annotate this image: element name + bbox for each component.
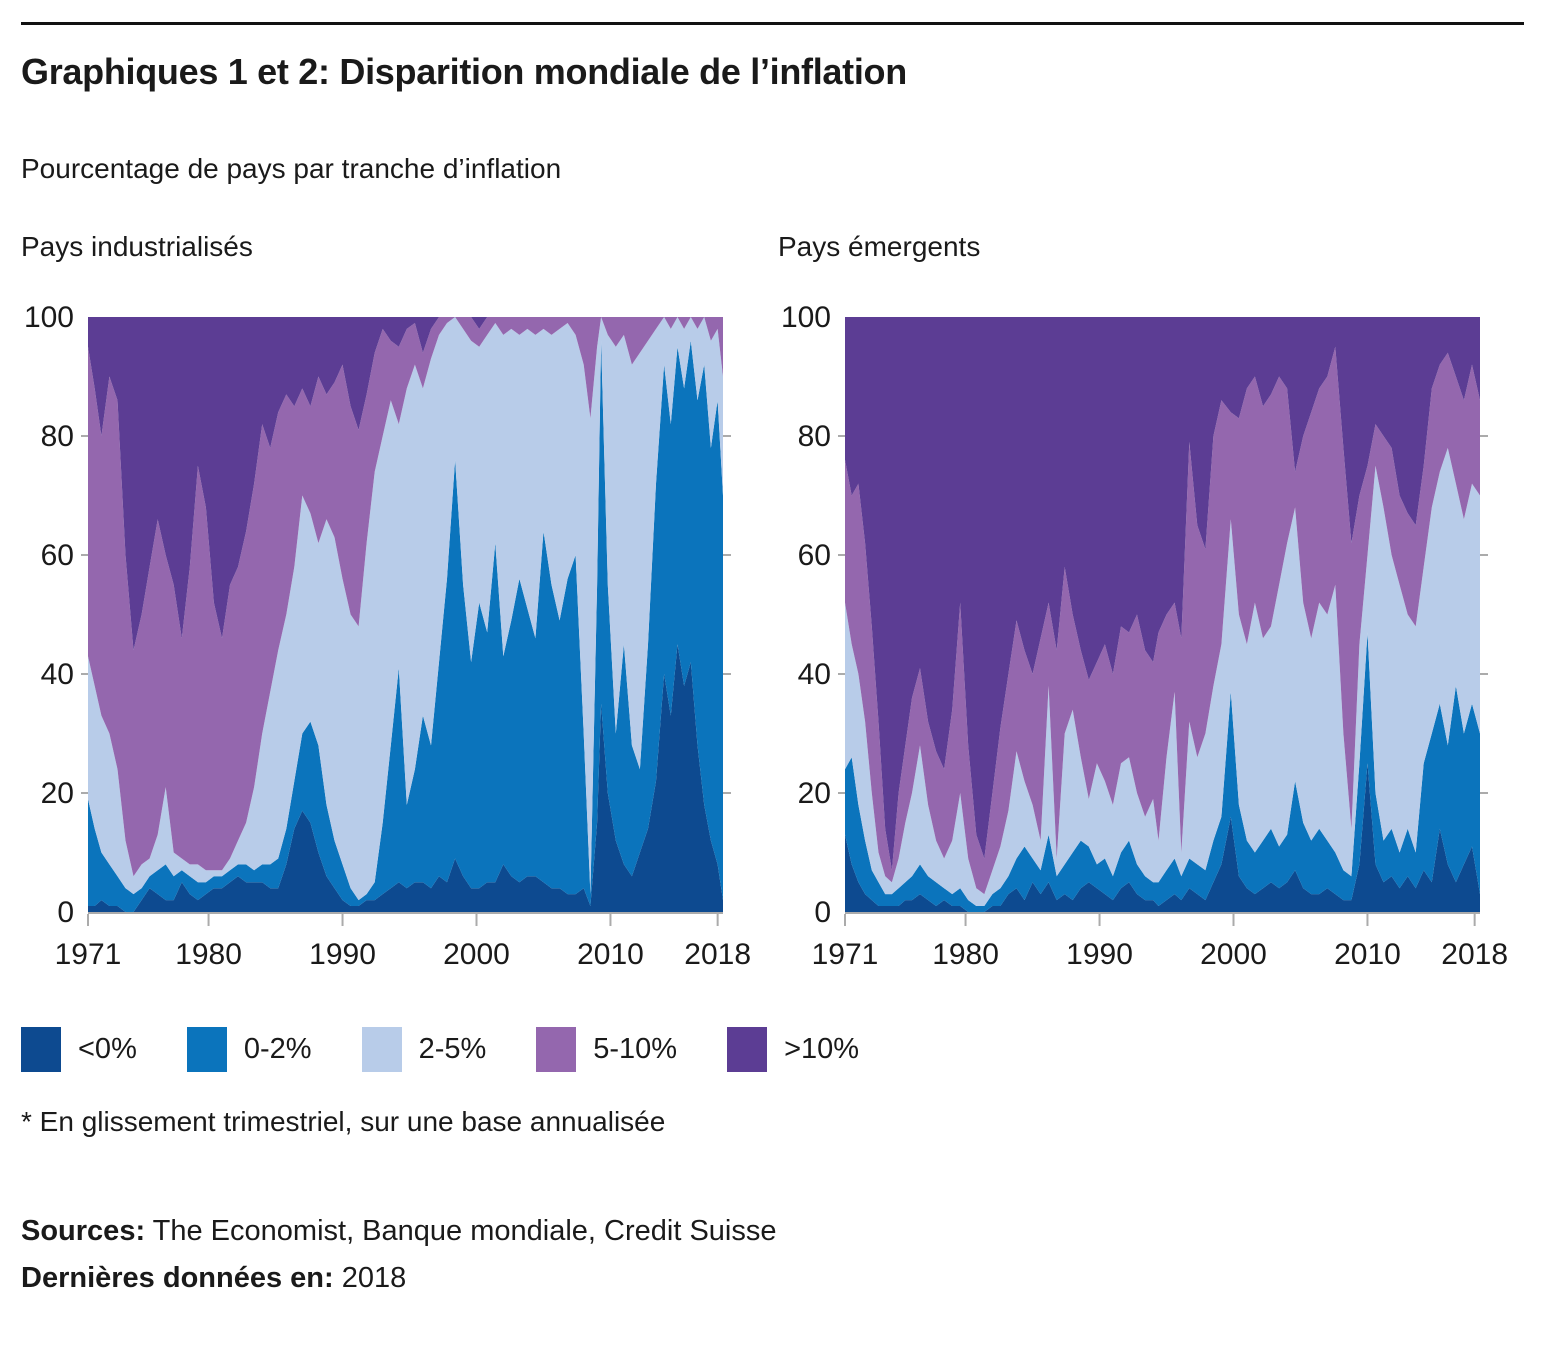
sources-value: The Economist, Banque mondiale, Credit S…: [152, 1215, 777, 1247]
chart-emerging-title: Pays émergents: [778, 231, 981, 262]
x-tick-label: 2000: [443, 938, 510, 971]
x-tick-label: 2010: [577, 938, 644, 971]
chart-emerging: Pays émergents 1971 1980 1990 2000 2010 2018 0…: [778, 231, 1508, 977]
y-tick-label: 80: [41, 420, 74, 453]
legend-item: 0-2%: [186, 1027, 312, 1072]
x-tick-label: 1990: [309, 938, 376, 971]
area-band-5-10pct: [845, 346, 1480, 895]
area-band-0-2pct: [88, 340, 723, 912]
y-tick-label: 40: [41, 658, 74, 691]
last-data-label: Dernières données en:: [21, 1261, 334, 1294]
last-data-line: Dernières données en: 2018: [21, 1255, 1524, 1302]
x-tick-label: 2000: [1200, 938, 1267, 971]
legend-item: >10%: [727, 1027, 859, 1072]
area-band-gt-10pct: [88, 317, 723, 651]
y-tick-label: 20: [798, 777, 831, 810]
footnote: * En glissement trimestriel, sur une bas…: [21, 1106, 666, 1137]
area-band-lt-0pct: [845, 763, 1480, 912]
area-band-gt-10pct: [845, 317, 1480, 871]
sources-label: Sources:: [21, 1215, 146, 1247]
figure-title: Graphiques 1 et 2: Disparition mondiale …: [21, 51, 907, 92]
chart-svg: 1971 1980 1990 2000 2010 2018 0 20 40 60 80 100: [781, 301, 1508, 971]
x-tick-label: 1980: [175, 938, 242, 971]
y-tick-label: 80: [798, 420, 831, 453]
legend-swatch-5-10-icon: [536, 1027, 577, 1072]
chart-industrialized: Pays industrialisés 1971 1980 1990 2000 2010…: [21, 231, 751, 977]
legend-swatch-lt0-icon: [21, 1027, 61, 1072]
y-tick-label: 100: [24, 301, 74, 334]
y-tick-label: 40: [798, 658, 831, 691]
y-tick-label: 20: [41, 777, 74, 810]
y-tick-label: 0: [814, 896, 831, 929]
legend-swatch-2-5-icon: [361, 1027, 402, 1072]
chart-industrialized-title: Pays industrialisés: [21, 231, 253, 262]
chart-industrialized-plot: 1971 1980 1990 2000 2010 2018 0 20 40 60 80 100: [21, 301, 751, 977]
y-tick-label: 60: [41, 539, 74, 572]
area-band-lt-0pct: [88, 644, 723, 912]
legend-swatch-0-2-icon: [186, 1027, 227, 1072]
y-tick-label: 60: [798, 539, 831, 572]
x-tick-label: 2018: [684, 938, 751, 971]
x-tick-label: 1990: [1066, 938, 1133, 971]
legend-swatch-gt10-icon: [727, 1027, 768, 1072]
charts-row: Pays industrialisés 1971 1980 1990 2000 2010…: [21, 231, 1524, 977]
area-band-2-5pct: [88, 317, 723, 901]
legend-item: 2-5%: [361, 1027, 487, 1072]
last-data-value: 2018: [341, 1261, 407, 1294]
y-tick-label: 0: [57, 896, 74, 929]
y-tick-label: 100: [781, 301, 831, 334]
x-tick-label: 1971: [812, 938, 879, 971]
sources-block: Sources: The Economist, Banque mondiale,…: [21, 1208, 1524, 1302]
x-tick-label: 2010: [1334, 938, 1401, 971]
chart-emerging-plot: 1971 1980 1990 2000 2010 2018 0 20 40 60 80 100: [778, 301, 1508, 977]
top-rule: [21, 22, 1524, 25]
legend-label: 0-2%: [243, 1033, 312, 1065]
legend: <0% 0-2% 2-5% 5-10% >10%: [21, 1027, 1524, 1072]
x-tick-label: 2018: [1441, 938, 1508, 971]
legend-label: <0%: [78, 1033, 137, 1065]
legend-label: 2-5%: [418, 1033, 487, 1065]
legend-item: 5-10%: [536, 1027, 677, 1072]
x-tick-label: 1980: [932, 938, 999, 971]
page: Graphiques 1 et 2: Disparition mondiale …: [0, 22, 1545, 1302]
legend-label: >10%: [784, 1033, 860, 1065]
area-band-5-10pct: [88, 317, 723, 877]
legend-item: <0%: [21, 1027, 137, 1072]
area-band-0-2pct: [845, 632, 1480, 912]
sources-line: Sources: The Economist, Banque mondiale,…: [21, 1208, 1524, 1255]
legend-label: 5-10%: [593, 1033, 678, 1065]
area-band-2-5pct: [845, 447, 1480, 906]
figure-subtitle: Pourcentage de pays par tranche d’inflat…: [21, 153, 562, 184]
x-tick-label: 1971: [55, 938, 122, 971]
chart-svg: 1971 1980 1990 2000 2010 2018 0 20 40 60 80 100: [24, 301, 751, 971]
